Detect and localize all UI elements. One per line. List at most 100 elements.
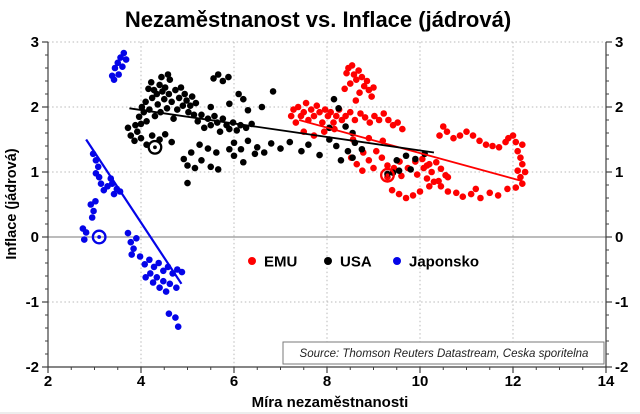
data-point bbox=[165, 90, 173, 98]
data-point bbox=[162, 288, 170, 295]
data-point bbox=[119, 63, 126, 70]
data-point bbox=[333, 112, 340, 120]
y-tick-label-left: 3 bbox=[31, 34, 39, 51]
data-point bbox=[148, 132, 156, 139]
data-point bbox=[330, 95, 338, 103]
y-tick-label-right: -2 bbox=[615, 359, 628, 376]
data-point bbox=[300, 108, 308, 116]
data-point bbox=[110, 76, 118, 83]
data-point bbox=[214, 71, 222, 78]
data-point bbox=[476, 137, 483, 145]
data-point bbox=[355, 67, 362, 74]
data-point bbox=[459, 193, 467, 200]
data-point bbox=[230, 152, 238, 160]
data-point bbox=[321, 106, 329, 113]
data-point bbox=[423, 175, 431, 182]
data-point bbox=[388, 186, 396, 194]
data-point bbox=[456, 132, 464, 139]
data-point bbox=[442, 171, 449, 179]
data-point bbox=[286, 138, 294, 146]
legend-item-usa: USA bbox=[324, 254, 372, 271]
data-point bbox=[184, 162, 191, 169]
data-point bbox=[190, 111, 198, 119]
data-point bbox=[117, 54, 124, 61]
data-point bbox=[198, 157, 205, 164]
data-point bbox=[147, 79, 155, 86]
data-point bbox=[350, 71, 358, 78]
data-point bbox=[371, 112, 378, 120]
data-point bbox=[90, 207, 97, 215]
data-point bbox=[240, 95, 247, 103]
data-point bbox=[413, 171, 421, 178]
data-point bbox=[120, 49, 128, 57]
data-point bbox=[398, 172, 405, 180]
data-point bbox=[237, 145, 245, 153]
data-point bbox=[142, 98, 149, 106]
trend-line-japonsko bbox=[85, 138, 183, 285]
data-point bbox=[430, 178, 438, 186]
data-point bbox=[146, 256, 153, 264]
legend-item-emu: EMU bbox=[248, 254, 297, 271]
data-point bbox=[353, 160, 361, 168]
data-point bbox=[168, 138, 175, 146]
data-point bbox=[210, 75, 217, 82]
data-point bbox=[416, 188, 424, 195]
data-point bbox=[132, 121, 139, 129]
window-edge bbox=[0, 412, 640, 414]
data-point bbox=[136, 253, 144, 260]
data-point bbox=[327, 108, 335, 116]
data-point bbox=[151, 112, 159, 120]
data-point bbox=[517, 154, 524, 161]
data-point bbox=[366, 119, 374, 126]
data-point bbox=[214, 166, 222, 173]
data-point bbox=[365, 157, 373, 164]
data-point bbox=[188, 93, 196, 100]
data-point bbox=[230, 139, 238, 147]
data-point bbox=[356, 89, 363, 96]
data-point bbox=[211, 112, 218, 120]
legend-label: Japonsko bbox=[409, 254, 479, 271]
data-point bbox=[251, 150, 259, 158]
source-note: Source: Thomson Reuters Datastream, Cesk… bbox=[300, 348, 589, 360]
data-point bbox=[294, 103, 302, 111]
data-point bbox=[150, 263, 158, 271]
data-point bbox=[407, 166, 415, 173]
data-point bbox=[512, 138, 520, 146]
data-point bbox=[298, 147, 305, 155]
data-point bbox=[124, 124, 132, 132]
data-point bbox=[358, 73, 366, 81]
chart-title: Nezaměstnanost vs. Inflace (jádrová) bbox=[125, 7, 511, 32]
data-point bbox=[92, 197, 99, 205]
data-point bbox=[477, 194, 484, 202]
data-point bbox=[127, 238, 135, 246]
data-point bbox=[187, 149, 195, 156]
data-point bbox=[216, 128, 224, 135]
data-point bbox=[384, 162, 391, 169]
data-point bbox=[316, 108, 323, 116]
data-point bbox=[82, 229, 90, 236]
data-point bbox=[428, 168, 435, 176]
legend-label: USA bbox=[340, 254, 372, 271]
data-point bbox=[395, 167, 403, 174]
legend-label: EMU bbox=[264, 254, 297, 271]
data-point bbox=[352, 97, 360, 104]
data-point bbox=[153, 274, 161, 281]
data-point bbox=[402, 152, 410, 160]
data-point bbox=[122, 56, 130, 63]
data-point bbox=[156, 81, 163, 89]
data-point bbox=[320, 128, 328, 135]
data-point bbox=[142, 274, 149, 281]
data-point bbox=[509, 132, 517, 139]
x-tick-label: 4 bbox=[137, 373, 146, 390]
source-note-box: Source: Thomson Reuters Datastream, Cesk… bbox=[282, 341, 605, 365]
data-point bbox=[168, 98, 175, 106]
data-point bbox=[517, 173, 524, 181]
data-point bbox=[161, 84, 169, 91]
data-point bbox=[307, 106, 315, 113]
data-point bbox=[452, 189, 460, 197]
data-point bbox=[244, 106, 252, 114]
highlight-ring bbox=[147, 139, 163, 155]
data-point bbox=[439, 123, 447, 130]
data-point bbox=[395, 190, 403, 198]
